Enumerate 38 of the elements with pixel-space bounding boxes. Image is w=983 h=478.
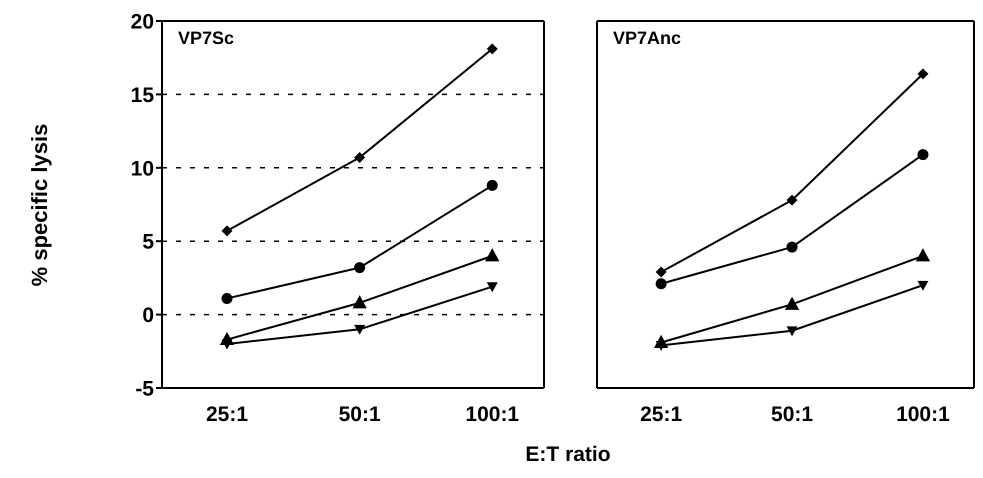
point	[352, 295, 367, 308]
point	[485, 248, 500, 262]
point	[221, 292, 232, 304]
y-tick-label: 0	[142, 304, 154, 328]
y-tick-label: 10	[130, 157, 154, 180]
point	[656, 278, 667, 290]
point	[784, 296, 800, 310]
chart-title: VP7Anc	[613, 28, 682, 49]
point	[917, 149, 928, 160]
point	[486, 43, 498, 54]
point	[786, 242, 798, 253]
point	[656, 341, 667, 351]
point	[917, 280, 928, 291]
x-tick-label: 25:1	[206, 402, 248, 426]
y-axis-title: % specific lysis	[27, 124, 53, 286]
point	[917, 68, 928, 80]
point	[354, 152, 366, 164]
x-tick-label: 100:1	[465, 402, 520, 426]
y-tick-label: 5	[142, 230, 154, 254]
x-tick-label: 100:1	[896, 402, 950, 426]
y-tick-label: 20	[130, 10, 154, 34]
x-tick-label: 50:1	[771, 402, 814, 426]
point	[354, 262, 366, 274]
point	[786, 326, 798, 336]
point	[486, 180, 498, 191]
point	[786, 194, 798, 206]
chart-title: VP7Sc	[178, 28, 234, 49]
point	[354, 324, 366, 335]
x-tick-label: 25:1	[640, 402, 682, 426]
point	[221, 340, 232, 350]
y-tick-label: -5	[135, 377, 154, 400]
x-tick-label: 50:1	[338, 402, 381, 426]
point	[916, 248, 930, 262]
point	[486, 282, 498, 292]
point	[221, 225, 232, 236]
x-axis-title: E:T ratio	[525, 443, 611, 467]
point	[656, 266, 667, 278]
y-tick-label: 15	[130, 84, 154, 107]
